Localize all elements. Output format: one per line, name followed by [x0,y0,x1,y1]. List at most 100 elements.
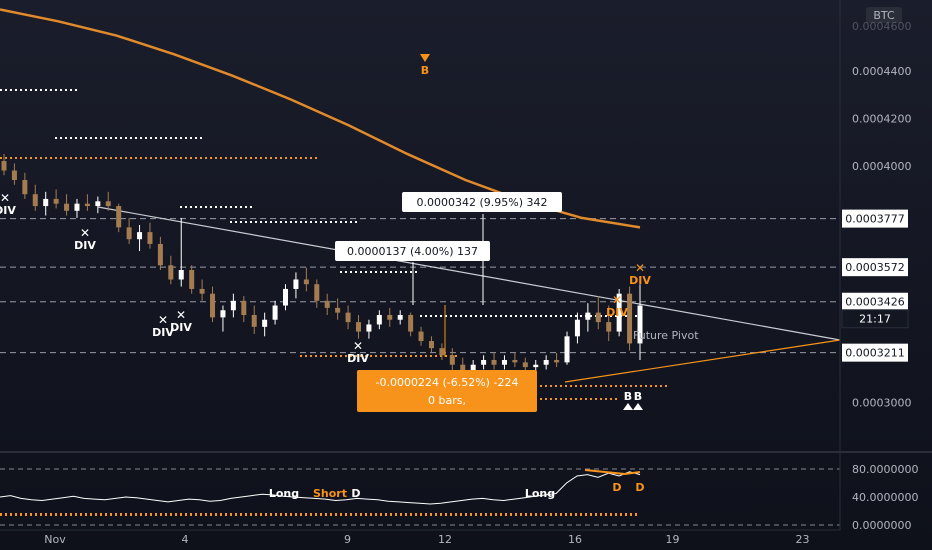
candle[interactable] [168,265,174,280]
divergence-signal[interactable]: ✕DIV [629,261,651,287]
candle[interactable] [74,203,80,211]
candle[interactable] [272,305,278,320]
signal-cross-icon: ✕ [635,261,645,275]
resistance-trendline[interactable] [97,206,841,341]
candle[interactable] [105,201,111,207]
triangle-up-icon [633,403,643,410]
candle[interactable] [522,362,528,368]
buy-signal[interactable]: B [420,54,430,77]
candle[interactable] [418,331,424,342]
signal-label: DIV [629,274,651,287]
candle[interactable] [147,232,153,244]
candle[interactable] [449,355,455,365]
candle[interactable] [439,348,445,356]
candle[interactable] [262,319,268,327]
candle[interactable] [595,312,601,323]
candle[interactable] [397,315,403,320]
price-tick-label: 0.0004600 [852,20,912,33]
candle[interactable] [116,206,122,228]
candle[interactable] [616,293,622,332]
candle[interactable] [137,232,143,240]
candle[interactable] [241,300,247,315]
divergence-signal[interactable]: ✕DIV [152,313,174,339]
signal-label: DIV [606,306,628,319]
countdown-timer: 21:17 [859,313,891,326]
candle[interactable] [1,161,7,171]
measure-label-up-small: 0.0000137 (4.00%) 137 [347,245,478,258]
triangle-down-icon [420,54,430,62]
candle[interactable] [230,300,236,311]
candle[interactable] [324,300,330,308]
signal-cross-icon: ✕ [353,339,363,353]
candle[interactable] [283,288,289,306]
candle[interactable] [428,341,434,349]
candle[interactable] [32,194,38,207]
candle[interactable] [460,364,466,372]
candle[interactable] [220,310,226,318]
candle[interactable] [53,198,59,204]
divergence-signal[interactable]: ✕DIV [0,191,16,217]
candle[interactable] [22,180,28,195]
candle[interactable] [178,270,184,280]
divergence-signal[interactable]: ✕DIV [170,308,192,334]
candle[interactable] [210,293,216,318]
buy-signal[interactable]: B [633,390,643,410]
candle[interactable] [335,307,341,313]
price-tag: 0.0003211 [845,347,905,360]
candle[interactable] [314,284,320,301]
signal-cross-icon: ✕ [0,191,10,205]
candle[interactable] [43,198,49,207]
buy-signal[interactable]: B [623,390,633,410]
candle[interactable] [543,360,549,365]
candle[interactable] [501,360,507,365]
candle[interactable] [627,293,633,344]
candle[interactable] [251,315,257,327]
candle[interactable] [11,170,17,180]
time-axis[interactable]: Nov 4 9 12 16 19 23 [0,529,840,546]
oscillator-signal-label: D [612,481,621,494]
candle[interactable] [574,319,580,337]
candle[interactable] [303,279,309,285]
time-tick-label: 12 [438,533,452,546]
signal-label: DIV [347,352,369,365]
candle[interactable] [408,315,414,332]
candle[interactable] [481,360,487,365]
candle[interactable] [345,312,351,323]
price-tick-label: 0.0004400 [852,65,912,78]
candle[interactable] [126,227,132,240]
price-tag-box [842,258,908,277]
candle[interactable] [512,360,518,363]
support-trendline[interactable] [564,339,841,383]
candle[interactable] [199,288,205,294]
candle[interactable] [157,243,163,266]
price-tick-label: 0.0004200 [852,112,912,125]
divergence-signal[interactable]: ✕DIV [74,226,96,252]
signal-cross-icon: ✕ [158,313,168,327]
oscillator-pane[interactable]: 80.0000000 40.0000000 0.0000000 Long Short D L… [0,463,918,532]
candle[interactable] [585,312,591,320]
candle[interactable] [470,364,476,372]
price-axis[interactable]: BTC 0.0004600 0.0004400 0.0004200 0.0004000… [839,0,912,530]
candle[interactable] [189,270,195,289]
price-pane[interactable]: 0.0000342 (9.95%) 342 0.0000137 (4.00%) 1… [0,8,841,412]
candle[interactable] [64,203,70,211]
divergence-signal[interactable]: ✕DIV [347,339,369,365]
candle[interactable] [84,203,90,207]
divergence-signal[interactable]: ✕DIV [606,293,628,319]
candle[interactable] [376,315,382,325]
candle[interactable] [355,322,361,332]
candle[interactable] [293,279,299,289]
candle[interactable] [637,305,643,344]
candle[interactable] [387,315,393,320]
candle[interactable] [95,201,101,207]
price-tick-label: 0.0004000 [852,160,912,173]
candle[interactable] [366,324,372,332]
candle[interactable] [606,322,612,332]
candle[interactable] [564,336,570,363]
price-tag: 0.0003572 [845,261,905,274]
candle[interactable] [491,360,497,365]
candle[interactable] [533,364,539,368]
oscillator-signal-label: Long [269,487,299,500]
candle[interactable] [554,360,560,363]
